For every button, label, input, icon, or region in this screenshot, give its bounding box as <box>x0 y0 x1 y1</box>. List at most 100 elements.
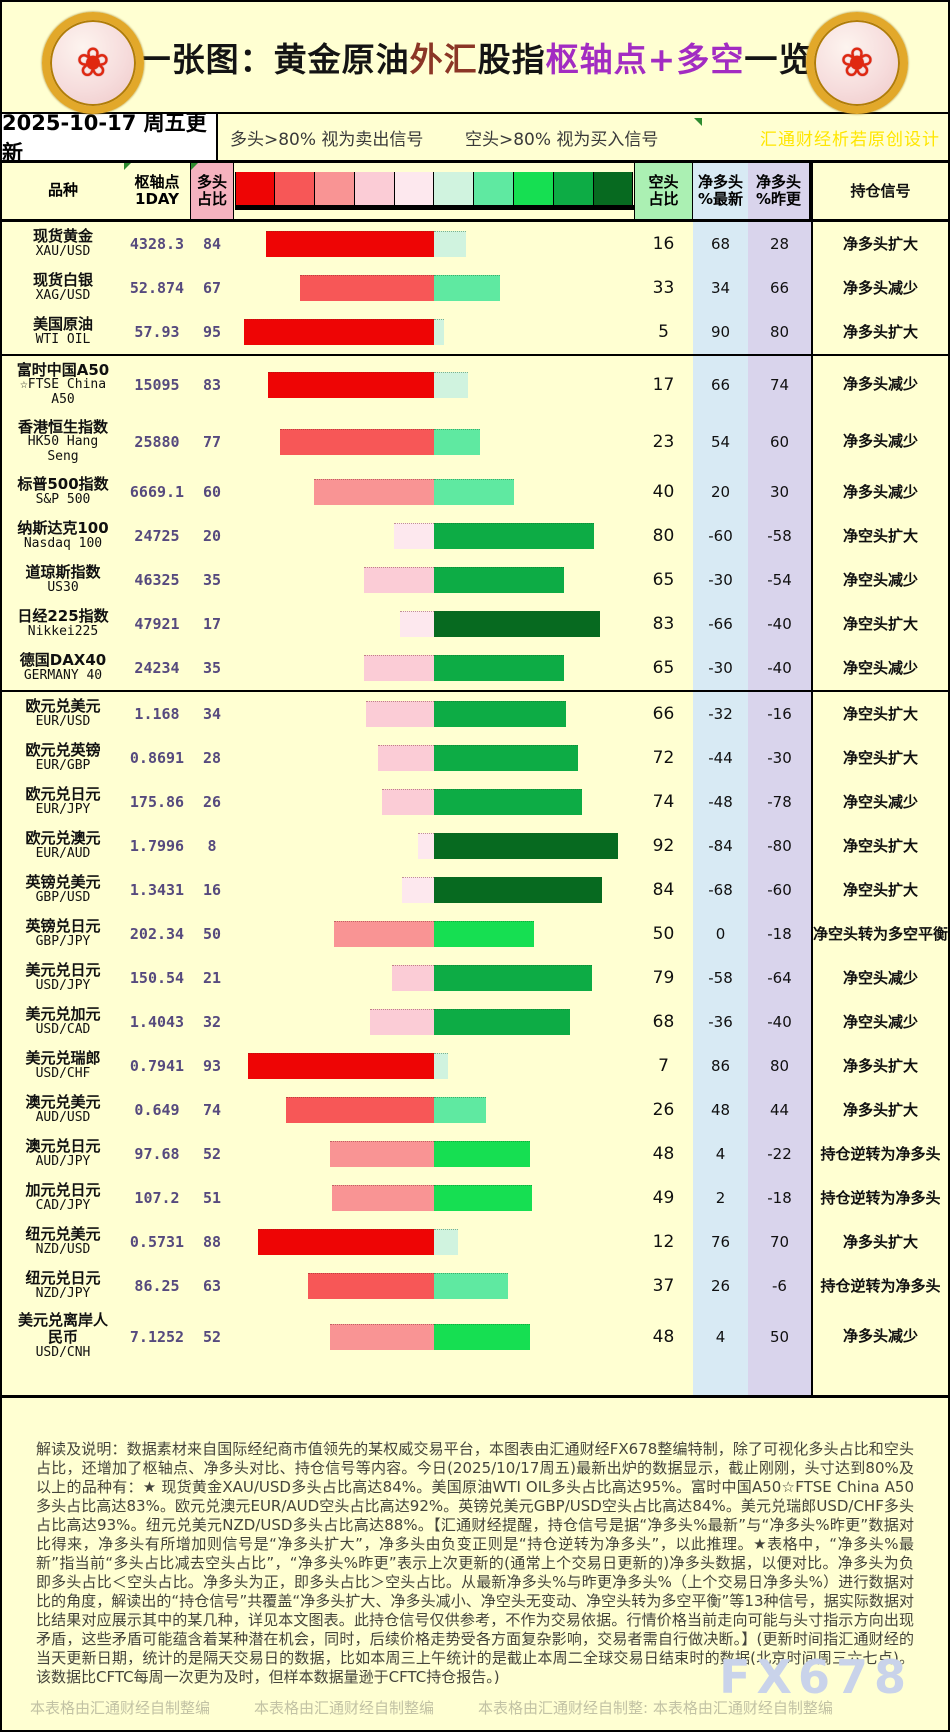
instrument-name-cn: 英镑兑美元 <box>25 873 101 892</box>
instrument-cell: 美元兑离岸人 民币 USD/CNH <box>2 1308 124 1365</box>
table-row: 美元兑瑞郎 USD/CHF 0.7941 93 7 86 80 净多头扩大 <box>2 1044 948 1088</box>
short-percent-value: 50 <box>652 924 675 944</box>
long-bar <box>378 745 434 771</box>
long-short-bar-track <box>234 1273 634 1299</box>
bar-cell <box>234 912 634 956</box>
net-long-prev-value: -80 <box>748 824 811 868</box>
instrument-name-en: Nasdaq 100 <box>23 536 103 552</box>
net-long-prev-value: -16 <box>748 692 811 736</box>
long-bar <box>382 789 434 815</box>
pivot-value: 1.4043 <box>129 1013 185 1031</box>
bar-cell <box>234 646 634 690</box>
bar-cell <box>234 222 634 266</box>
instrument-cell: 美元兑日元 USD/JPY <box>2 956 124 1000</box>
long-percent-value: 88 <box>202 1233 222 1251</box>
instrument-name-en: EUR/JPY <box>35 802 91 818</box>
position-signal: 净多头减少 <box>811 356 948 413</box>
instrument-cell: 美元兑瑞郎 USD/CHF <box>2 1044 124 1088</box>
instrument-cell: 日经225指数 Nikkei225 <box>2 602 124 646</box>
long-short-bar-track <box>234 1097 634 1123</box>
short-bar <box>434 1323 530 1350</box>
position-signal: 持仓逆转为净多头 <box>811 1264 948 1308</box>
instrument-name-cn: 美元兑日元 <box>25 961 101 980</box>
instrument-name-en: Nikkei225 <box>27 624 99 640</box>
long-bar <box>364 567 434 593</box>
net-long-latest-value: 66 <box>693 356 748 413</box>
short-percent-value: 12 <box>652 1232 675 1252</box>
bar-cell <box>234 356 634 413</box>
short-bar <box>434 1097 486 1123</box>
net-long-latest-value: 2 <box>693 1176 748 1220</box>
net-long-prev-value: -40 <box>748 1000 811 1044</box>
net-long-latest-value: 34 <box>693 266 748 310</box>
short-percent-value: 65 <box>652 658 675 678</box>
table-row: 现货黄金 XAU/USD 4328.3 84 16 68 28 净多头扩大 <box>2 222 948 266</box>
short-percent-value: 79 <box>652 968 675 988</box>
long-percent-value: 67 <box>202 279 222 297</box>
short-bar <box>434 1229 458 1255</box>
instrument-cell: 美元兑加元 USD/CAD <box>2 1000 124 1044</box>
long-percent-value: 32 <box>202 1013 222 1031</box>
long-bar <box>300 275 434 301</box>
net-long-prev-value: -30 <box>748 736 811 780</box>
long-short-bar-track <box>234 275 634 301</box>
long-percent-value: 50 <box>202 925 222 943</box>
long-signal-note: 多头>80% 视为卖出信号 <box>230 129 424 150</box>
long-bar <box>334 921 434 947</box>
pivot-value: 0.649 <box>134 1101 180 1119</box>
instrument-name-en: HK50 Hang Seng <box>27 434 99 464</box>
bar-cell <box>234 602 634 646</box>
bar-cell <box>234 956 634 1000</box>
table-row <box>2 1365 948 1395</box>
title-segment: 外汇 <box>409 40 478 79</box>
net-long-latest-value: 4 <box>693 1308 748 1365</box>
instrument-name-en: GERMANY 40 <box>23 668 103 684</box>
long-percent-value: 26 <box>202 793 222 811</box>
legend-color-cell <box>394 172 435 205</box>
net-long-prev-value: -60 <box>748 868 811 912</box>
short-percent-value: 16 <box>652 234 675 254</box>
table-row: 澳元兑美元 AUD/USD 0.649 74 26 48 44 净多头扩大 <box>2 1088 948 1132</box>
bar-cell <box>234 868 634 912</box>
long-bar <box>330 1323 434 1350</box>
table-row: 纽元兑美元 NZD/USD 0.5731 88 12 76 70 净多头扩大 <box>2 1220 948 1264</box>
title-segment: 股指 <box>477 40 546 79</box>
credits-line: 本表格由汇通财经自制整编 本表格由汇通财经自制整编 本表格由汇通财经自制整: 本表格… <box>30 1697 920 1718</box>
short-percent-value: 80 <box>652 526 675 546</box>
long-bar <box>402 877 434 903</box>
instrument-name-en: USD/CHF <box>35 1066 91 1082</box>
footer: 解读及说明：数据素材来自国际经纪商市值领先的某权威交易平台，本图表由汇通财经FX… <box>2 1398 948 1730</box>
table-row: 道琼斯指数 US30 46325 35 65 -30 -54 净空头减少 <box>2 558 948 602</box>
net-long-prev-value: 60 <box>748 413 811 470</box>
color-scale-legend <box>234 163 634 219</box>
long-bar <box>370 1009 434 1035</box>
date-band: 2025-10-17 周五更新 多头>80% 视为卖出信号 空头>80% 视为买… <box>2 111 948 165</box>
instrument-cell: 德国DAX40 GERMANY 40 <box>2 646 124 690</box>
pivot-value: 97.68 <box>134 1145 180 1163</box>
position-signal: 持仓逆转为净多头 <box>811 1176 948 1220</box>
bar-cell <box>234 514 634 558</box>
pivot-value: 202.34 <box>129 925 185 943</box>
title-segment: 一览 <box>744 40 813 79</box>
title-segment: 枢轴点+多空 <box>545 40 745 79</box>
instrument-name-cn: 美国原油 <box>32 315 93 334</box>
net-long-prev-value: -18 <box>748 912 811 956</box>
long-percent-value: 16 <box>202 881 222 899</box>
table-row: 富时中国A50 ☆FTSE China A50 15095 83 17 66 7… <box>2 356 948 413</box>
short-bar <box>434 1185 532 1211</box>
instrument-cell: 澳元兑日元 AUD/JPY <box>2 1132 124 1176</box>
credit-text: 本表格由汇通财经自制整: 本表格由汇通财经自制整编 <box>478 1699 833 1717</box>
position-signal: 净空头减少 <box>811 1000 948 1044</box>
instrument-cell: 纽元兑日元 NZD/JPY <box>2 1264 124 1308</box>
instrument-name-en: S&P 500 <box>35 492 91 508</box>
table-header-row: 品种 枢轴点 1DAY 多头 占比 空头 占比 净多头 %最新 净多头 %昨更 … <box>2 163 948 222</box>
net-long-latest-value: -32 <box>693 692 748 736</box>
short-percent-value: 92 <box>652 836 675 856</box>
legend-color-cell <box>474 172 515 205</box>
long-bar <box>330 1141 434 1167</box>
long-short-bar-track <box>234 428 634 455</box>
pivot-value: 0.7941 <box>129 1057 185 1075</box>
long-short-bar-track <box>234 611 634 637</box>
instrument-name-cn: 欧元兑美元 <box>25 697 101 716</box>
